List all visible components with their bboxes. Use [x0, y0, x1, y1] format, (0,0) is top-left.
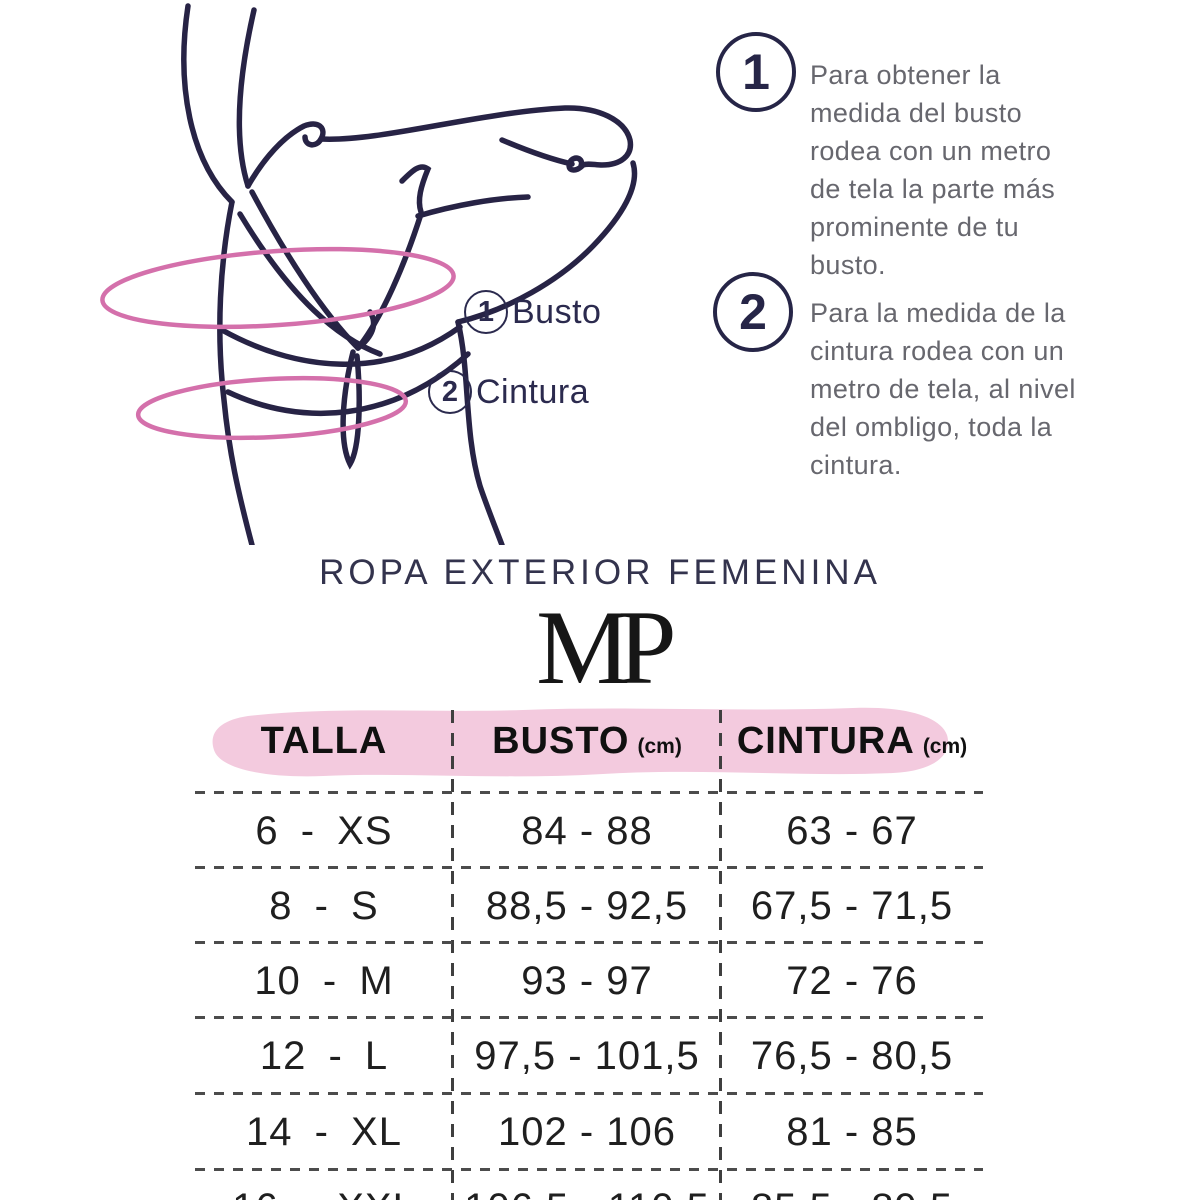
- instruction-1-badge: 1: [716, 32, 796, 112]
- cell-talla: 10 - M: [254, 958, 394, 1003]
- table-row: 8 - S 88,5 - 92,5 67,5 - 71,5: [195, 869, 983, 943]
- cell-talla: 16 - XXL: [195, 1186, 453, 1200]
- table-header-row: TALLA BUSTO (cm) CINTURA (cm): [195, 703, 983, 780]
- bust-label-text: Busto: [512, 292, 602, 331]
- cell-busto: 93 - 97: [521, 958, 653, 1003]
- torso-line-art: [100, 3, 638, 548]
- cell-talla: 12 - L: [259, 1033, 389, 1078]
- column-divider-2: [719, 710, 722, 1200]
- waist-number-badge: 2: [428, 370, 472, 414]
- row-divider: [195, 791, 983, 794]
- header-cintura-unit: (cm): [922, 735, 968, 758]
- table-header-band: [212, 707, 949, 777]
- header-cintura: CINTURA (cm): [721, 720, 983, 763]
- cell-busto: 84 - 88: [521, 808, 653, 853]
- cell-busto: 106,5 - 110,5: [453, 1186, 721, 1200]
- bust-number-badge: 1: [464, 290, 508, 334]
- header-busto-unit: (cm): [637, 735, 682, 758]
- table-row: 10 - M 93 - 97 72 - 76: [195, 944, 983, 1018]
- cell-talla: 14 - XL: [246, 1109, 402, 1154]
- cell-cintura: 76,5 - 80,5: [750, 1033, 954, 1078]
- table-row: 12 - L 97,5 - 101,5 76,5 - 80,5: [195, 1019, 983, 1093]
- instruction-1-text: Para obtener la medida del busto rodea c…: [810, 60, 1056, 280]
- measurement-figure-illustration: [50, 0, 690, 548]
- cell-cintura: 72 - 76: [786, 958, 918, 1003]
- column-divider-1: [451, 710, 454, 1200]
- row-divider: [195, 1168, 983, 1171]
- cell-talla: 8 - S: [269, 883, 379, 928]
- bust-measure-line: [100, 246, 456, 330]
- table-row: 14 - XL 102 - 106 81 - 85: [195, 1095, 983, 1169]
- cell-busto: 88,5 - 92,5: [485, 883, 689, 928]
- row-divider: [195, 941, 983, 944]
- instruction-2-number: 2: [739, 284, 767, 340]
- waist-measure-line: [135, 375, 409, 441]
- instruction-2-text: Para la medida de la cintura rodea con u…: [810, 298, 1076, 480]
- section-title: ROPA EXTERIOR FEMENINA: [319, 553, 881, 592]
- bust-label: 1 Busto: [464, 290, 601, 334]
- cell-cintura: 67,5 - 71,5: [750, 883, 954, 928]
- cell-busto: 97,5 - 101,5: [474, 1033, 700, 1078]
- cell-cintura: 63 - 67: [786, 808, 918, 853]
- table-row: 6 - XS 84 - 88 63 - 67: [195, 794, 983, 868]
- waist-label: 2 Cintura: [428, 370, 589, 414]
- table-row: 16 - XXL 106,5 - 110,5 85,5 - 89,5: [195, 1171, 983, 1200]
- cell-cintura: 81 - 85: [786, 1109, 918, 1154]
- header-busto-label: BUSTO: [492, 720, 630, 762]
- row-divider: [195, 1016, 983, 1019]
- header-busto: BUSTO (cm): [453, 720, 721, 763]
- cell-busto: 102 - 106: [497, 1109, 677, 1154]
- waist-label-text: Cintura: [476, 372, 590, 411]
- instruction-1-number: 1: [742, 44, 770, 100]
- row-divider: [195, 1092, 983, 1095]
- cell-cintura: 85,5 - 89,5: [721, 1186, 983, 1200]
- brand-logo: MP: [536, 589, 676, 706]
- header-talla-label: TALLA: [260, 720, 388, 762]
- cell-talla: 6 - XS: [255, 808, 393, 853]
- header-cintura-label: CINTURA: [736, 720, 915, 762]
- instruction-2-badge: 2: [713, 272, 793, 352]
- header-talla: TALLA: [195, 720, 453, 763]
- row-divider: [195, 866, 983, 869]
